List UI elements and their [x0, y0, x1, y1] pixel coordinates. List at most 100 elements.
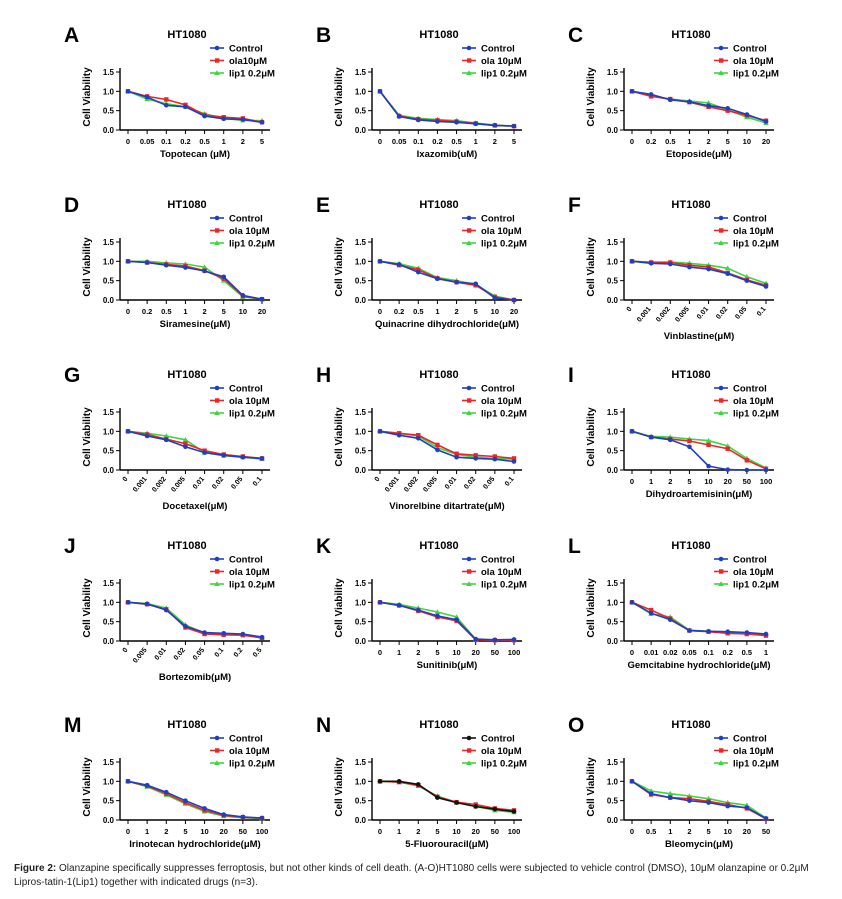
panel-letter-e: E — [316, 194, 330, 217]
x-tick-label: 2 — [454, 307, 458, 316]
x-tick-label: 0.1 — [161, 137, 171, 146]
legend-label: ola 10μM — [481, 396, 522, 407]
data-point — [492, 806, 498, 812]
legend-marker — [215, 398, 220, 403]
x-tick-label: 1 — [764, 648, 768, 657]
legend-label: lip1 0.2μM — [481, 69, 527, 80]
x-tick-label: 0.5 — [646, 827, 656, 836]
x-axis-label: Quinacrine dihydrochloride(μM) — [375, 319, 519, 330]
legend-marker — [214, 240, 220, 245]
legend-marker — [719, 58, 724, 63]
x-tick-label: 2 — [706, 137, 710, 146]
y-tick-label: 1.0 — [103, 427, 115, 436]
x-tick-label: 0.001 — [636, 306, 653, 324]
x-tick-label: 20 — [472, 648, 480, 657]
series-ola-10-m — [629, 779, 769, 822]
y-tick-label: 1.5 — [355, 68, 367, 77]
x-tick-label: 0.1 — [252, 476, 264, 488]
series-line — [379, 601, 514, 642]
y-tick-label: 0.5 — [103, 618, 115, 627]
series-line — [380, 780, 515, 813]
data-point — [163, 102, 169, 108]
data-point — [221, 274, 227, 280]
legend-marker — [214, 410, 220, 415]
y-tick-label: 0.5 — [607, 107, 619, 116]
data-point — [511, 459, 517, 464]
series-control — [629, 89, 769, 124]
data-point — [706, 629, 711, 634]
legend-label: Control — [481, 734, 515, 745]
y-tick-label: 1.0 — [355, 598, 367, 607]
data-point — [492, 637, 498, 643]
data-point — [163, 789, 169, 795]
series-control — [125, 779, 265, 821]
data-point — [473, 804, 479, 809]
data-point — [435, 442, 440, 448]
y-tick-label: 0.5 — [355, 277, 367, 286]
legend-marker — [466, 240, 472, 245]
x-tick-label: 10 — [743, 137, 751, 146]
legend-label: lip1 0.2μM — [733, 759, 779, 770]
panel-letter-o: O — [568, 714, 584, 737]
data-point — [183, 441, 188, 446]
data-point — [415, 782, 421, 787]
y-tick-label: 1.5 — [355, 408, 367, 417]
y-tick-label: 1.5 — [103, 758, 115, 767]
chart-title: HT1080 — [671, 369, 710, 381]
x-tick-label: 10 — [452, 648, 460, 657]
chart-title: HT1080 — [671, 199, 710, 211]
legend-marker — [466, 556, 472, 562]
x-tick-label: 0.5 — [742, 648, 752, 657]
panel-a: A HT1080 0.0 0.5 1.0 1.5 Cell Viability 0 0.05 0.… — [64, 24, 275, 160]
data-point — [667, 617, 673, 623]
data-point — [725, 106, 731, 111]
legend-marker — [466, 385, 472, 391]
data-point — [202, 630, 207, 635]
series-line — [379, 260, 515, 301]
x-tick-label: 0.002 — [655, 306, 672, 324]
legend-marker — [214, 760, 220, 765]
data-point — [183, 624, 188, 629]
data-point — [648, 607, 654, 613]
y-axis-label: Cell Viability — [334, 237, 345, 297]
data-point — [435, 447, 440, 453]
x-tick-label: 10 — [704, 477, 712, 486]
x-tick-label: 0 — [626, 306, 634, 314]
data-point — [377, 779, 383, 784]
data-point — [183, 798, 188, 803]
legend-label: ola 10μM — [481, 746, 522, 757]
x-tick-label: 5 — [512, 137, 516, 146]
x-tick-label: 0.002 — [403, 476, 420, 494]
panel-o: O HT1080 0.0 0.5 1.0 1.5 Cell Viability 0 0.5 1 2 5… — [568, 714, 779, 850]
data-point — [396, 114, 402, 119]
x-tick-label: 50 — [743, 477, 751, 486]
series-line — [631, 780, 767, 819]
x-tick-label: 1 — [397, 827, 401, 836]
y-tick-label: 1.5 — [103, 68, 115, 77]
x-tick-label: 5 — [706, 827, 710, 836]
data-point — [687, 438, 692, 444]
x-tick-label: 0.02 — [663, 648, 678, 657]
x-tick-label: 5 — [435, 648, 439, 657]
y-tick-label: 0.5 — [607, 277, 619, 286]
x-tick-label: 1 — [649, 477, 653, 486]
x-tick-label: 0 — [378, 307, 382, 316]
x-axis-label: Irinotecan hydrochloride(μM) — [129, 839, 260, 850]
chart-title: HT1080 — [419, 719, 458, 731]
x-tick-label: 5 — [435, 827, 439, 836]
data-point — [725, 446, 730, 451]
panel-letter-d: D — [64, 194, 79, 217]
legend-label: ola 10μM — [229, 746, 270, 757]
y-axis-label: Cell Viability — [334, 407, 345, 467]
data-point — [435, 795, 440, 800]
legend-marker — [718, 45, 724, 51]
legend-marker — [718, 760, 724, 765]
x-tick-label: 0.02 — [173, 647, 187, 662]
series-line — [127, 780, 263, 819]
x-axis-label: Bleomycin(μM) — [665, 839, 733, 850]
data-point — [416, 267, 421, 273]
x-tick-label: 100 — [256, 827, 269, 836]
data-point — [629, 600, 635, 605]
data-point — [705, 100, 712, 105]
y-tick-label: 0.0 — [607, 816, 619, 825]
